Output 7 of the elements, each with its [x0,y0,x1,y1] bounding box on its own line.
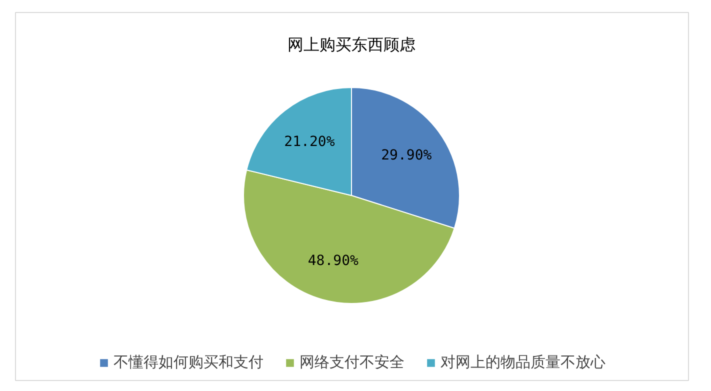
data-label: 29.90% [381,147,432,164]
legend-label: 网络支付不安全 [300,353,404,372]
data-label: 21.20% [284,134,336,150]
chart-title: 网上购买东西顾虑 [288,35,416,54]
data-label: 48.90% [308,253,359,270]
legend-label: 不懂得如何购买和支付 [114,353,264,372]
legend-label: 对网上的物品质量不放心 [440,353,606,372]
